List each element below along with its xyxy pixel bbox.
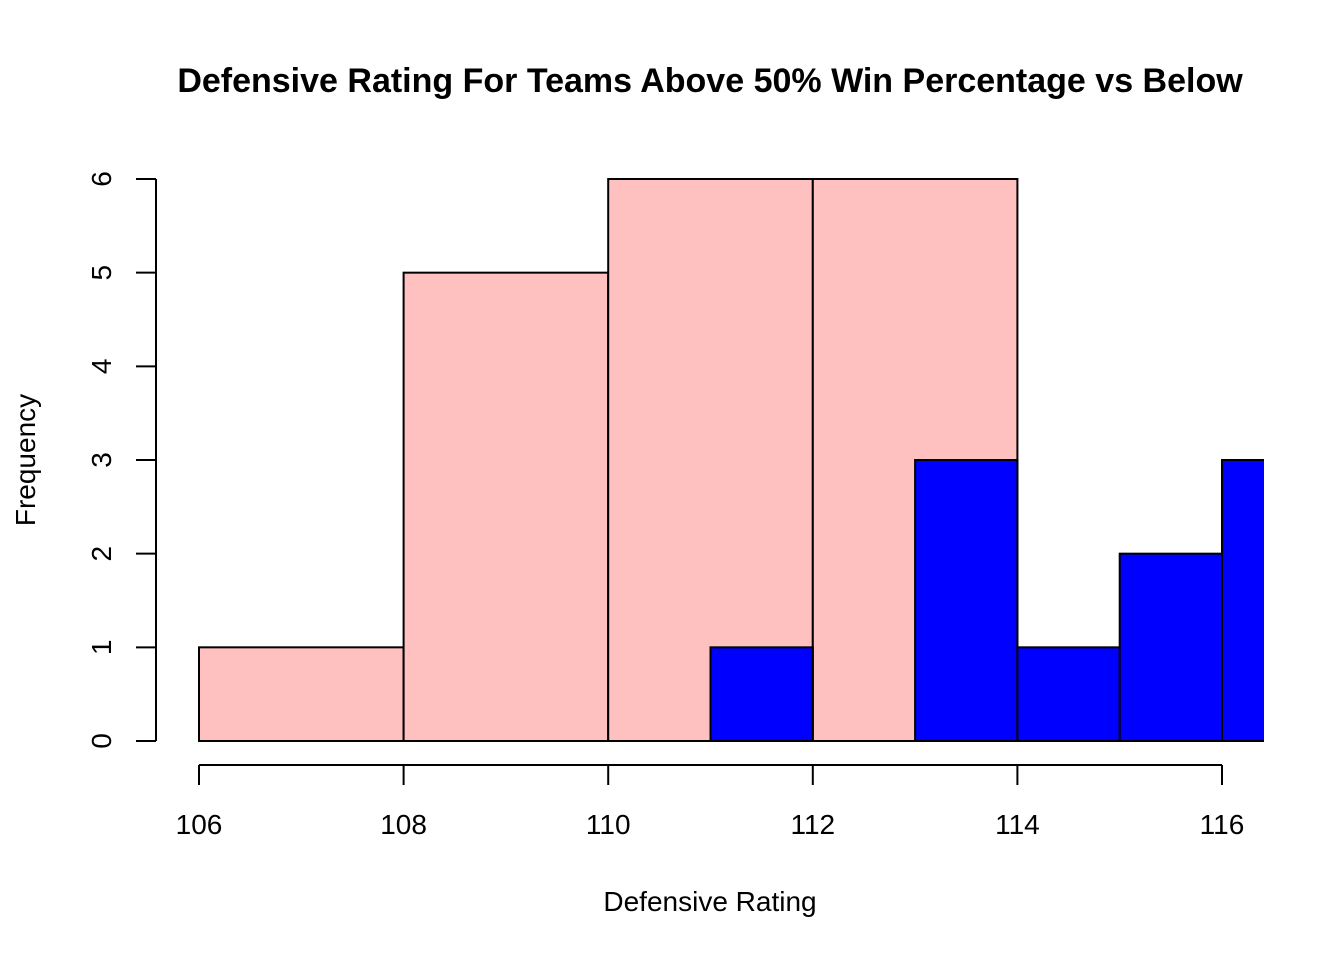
y-tick-label: 4 xyxy=(86,359,117,375)
x-tick-label: 110 xyxy=(586,809,631,840)
histogram-bar-series2-bin4 xyxy=(1016,646,1121,742)
y-tick-label: 0 xyxy=(86,733,117,749)
y-tick-label: 6 xyxy=(86,171,117,187)
y-tick-label: 5 xyxy=(86,265,117,281)
y-tick-label: 1 xyxy=(86,640,117,656)
x-tick-label: 116 xyxy=(1200,809,1245,840)
histogram-bar-series1-bin2 xyxy=(402,271,610,742)
histogram-bar-series2-bin1 xyxy=(709,646,814,742)
y-tick-label: 2 xyxy=(86,546,117,562)
histogram-bars xyxy=(198,178,1264,743)
y-axis: 0 1 2 3 4 5 6 xyxy=(86,171,157,749)
histogram-bar-series2-bin5 xyxy=(1118,552,1223,743)
chart-title: Defensive Rating For Teams Above 50% Win… xyxy=(177,62,1243,100)
histogram-bar-series1-bin1 xyxy=(198,646,405,742)
x-tick-label: 108 xyxy=(380,809,427,840)
x-tick-label: 114 xyxy=(995,809,1040,840)
x-tick-label: 112 xyxy=(790,809,835,840)
histogram-bar-series2-bin3 xyxy=(914,459,1019,742)
x-tick-label: 106 xyxy=(176,809,223,840)
y-tick-label: 3 xyxy=(86,452,117,468)
histogram-bar-series2-bin6 xyxy=(1221,459,1264,742)
x-axis-label: Defensive Rating xyxy=(603,886,816,917)
x-axis: 106 108 110 112 114 116 xyxy=(176,764,1245,840)
y-axis-label: Frequency xyxy=(10,394,41,526)
